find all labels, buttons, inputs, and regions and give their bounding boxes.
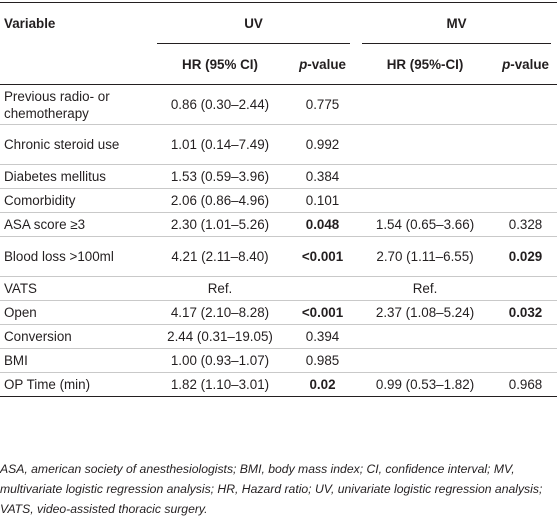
cell-uv-hr: 0.86 (0.30–2.44) [151, 84, 289, 125]
cell-variable: OP Time (min) [0, 372, 151, 397]
cell-uv-hr: 4.17 (2.10–8.28) [151, 300, 289, 325]
table-row: Previous radio- or chemotherapy 0.86 (0.… [0, 84, 558, 125]
cell-mv-hr [356, 188, 495, 213]
cell-mv-hr: 2.37 (1.08–5.24) [356, 300, 495, 325]
cell-uv-hr: 1.82 (1.10–3.01) [151, 372, 289, 397]
cell-uv-p: 0.02 [289, 372, 357, 397]
header-uv-hr: HR (95% CI) [151, 44, 289, 85]
cell-uv-p: 0.985 [289, 348, 357, 373]
cell-uv-p: <0.001 [289, 300, 357, 325]
cell-variable: Open [0, 300, 151, 325]
cell-mv-p [494, 348, 558, 373]
cell-mv-p: 0.968 [494, 372, 558, 397]
cell-variable: Conversion [0, 324, 151, 349]
header-mv-hr: HR (95%-CI) [356, 44, 495, 85]
table-footnote: ASA, american society of anesthesiologis… [0, 462, 543, 516]
cell-variable: ASA score ≥3 [0, 212, 151, 237]
cell-uv-p: 0.101 [289, 188, 357, 213]
cell-uv-hr: 2.06 (0.86–4.96) [151, 188, 289, 213]
table-row: Chronic steroid use 1.01 (0.14–7.49) 0.9… [0, 124, 558, 165]
table-row: Conversion 2.44 (0.31–19.05) 0.394 [0, 324, 558, 349]
table-header: Variable UV MV HR (95% CI) p-value HR (9… [0, 2, 558, 85]
cell-variable: BMI [0, 348, 151, 373]
cell-mv-hr [356, 84, 495, 125]
table-row: Comorbidity 2.06 (0.86–4.96) 0.101 [0, 188, 558, 213]
cell-mv-hr [356, 124, 495, 165]
cell-uv-p: 0.048 [289, 212, 357, 237]
table-row: Blood loss >100ml 4.21 (2.11–8.40) <0.00… [0, 236, 558, 277]
cell-mv-hr: 1.54 (0.65–3.66) [356, 212, 495, 237]
cell-variable: Chronic steroid use [0, 124, 151, 165]
cell-uv-hr: 4.21 (2.11–8.40) [151, 236, 289, 277]
cell-mv-p: 0.032 [494, 300, 558, 325]
cell-mv-p [494, 188, 558, 213]
cell-mv-p [494, 276, 558, 301]
cell-mv-hr [356, 348, 495, 373]
table-row: ASA score ≥3 2.30 (1.01–5.26) 0.048 1.54… [0, 212, 558, 237]
cell-uv-hr: 2.44 (0.31–19.05) [151, 324, 289, 349]
regression-table: Variable UV MV HR (95% CI) p-value HR (9… [0, 2, 558, 397]
cell-variable: Blood loss >100ml [0, 236, 151, 277]
cell-uv-hr: 1.00 (0.93–1.07) [151, 348, 289, 373]
cell-variable: Previous radio- or chemotherapy [0, 84, 151, 125]
cell-mv-hr [356, 324, 495, 349]
cell-uv-p [289, 276, 357, 301]
table-row: VATS Ref. Ref. [0, 276, 558, 301]
cell-mv-hr [356, 164, 495, 189]
table-row: OP Time (min) 1.82 (1.10–3.01) 0.02 0.99… [0, 372, 558, 397]
cell-uv-p: <0.001 [289, 236, 357, 277]
cell-variable: VATS [0, 276, 151, 301]
header-variable: Variable [0, 2, 151, 44]
cell-uv-hr: 1.01 (0.14–7.49) [151, 124, 289, 165]
cell-mv-p [494, 84, 558, 125]
cell-uv-p: 0.384 [289, 164, 357, 189]
cell-uv-hr: 2.30 (1.01–5.26) [151, 212, 289, 237]
cell-mv-p [494, 324, 558, 349]
table-row: BMI 1.00 (0.93–1.07) 0.985 [0, 348, 558, 373]
cell-uv-hr: Ref. [151, 276, 289, 301]
header-uv-p: p-value [289, 44, 357, 85]
cell-mv-p [494, 124, 558, 165]
cell-mv-hr: 0.99 (0.53–1.82) [356, 372, 495, 397]
table-row: Open 4.17 (2.10–8.28) <0.001 2.37 (1.08–… [0, 300, 558, 325]
cell-uv-p: 0.394 [289, 324, 357, 349]
cell-uv-hr: 1.53 (0.59–3.96) [151, 164, 289, 189]
table-row: Diabetes mellitus 1.53 (0.59–3.96) 0.384 [0, 164, 558, 189]
cell-uv-p: 0.992 [289, 124, 357, 165]
header-uv: UV [151, 2, 357, 45]
cell-mv-p [494, 164, 558, 189]
cell-mv-p: 0.328 [494, 212, 558, 237]
cell-mv-p: 0.029 [494, 236, 558, 277]
cell-mv-hr: Ref. [356, 276, 495, 301]
header-blank [0, 44, 151, 85]
table-body: Previous radio- or chemotherapy 0.86 (0.… [0, 84, 558, 397]
cell-uv-p: 0.775 [289, 84, 357, 125]
cell-variable: Comorbidity [0, 188, 151, 213]
cell-mv-hr: 2.70 (1.11–6.55) [356, 236, 495, 277]
header-mv: MV [356, 2, 558, 45]
cell-variable: Diabetes mellitus [0, 164, 151, 189]
header-mv-p: p-value [494, 44, 558, 85]
